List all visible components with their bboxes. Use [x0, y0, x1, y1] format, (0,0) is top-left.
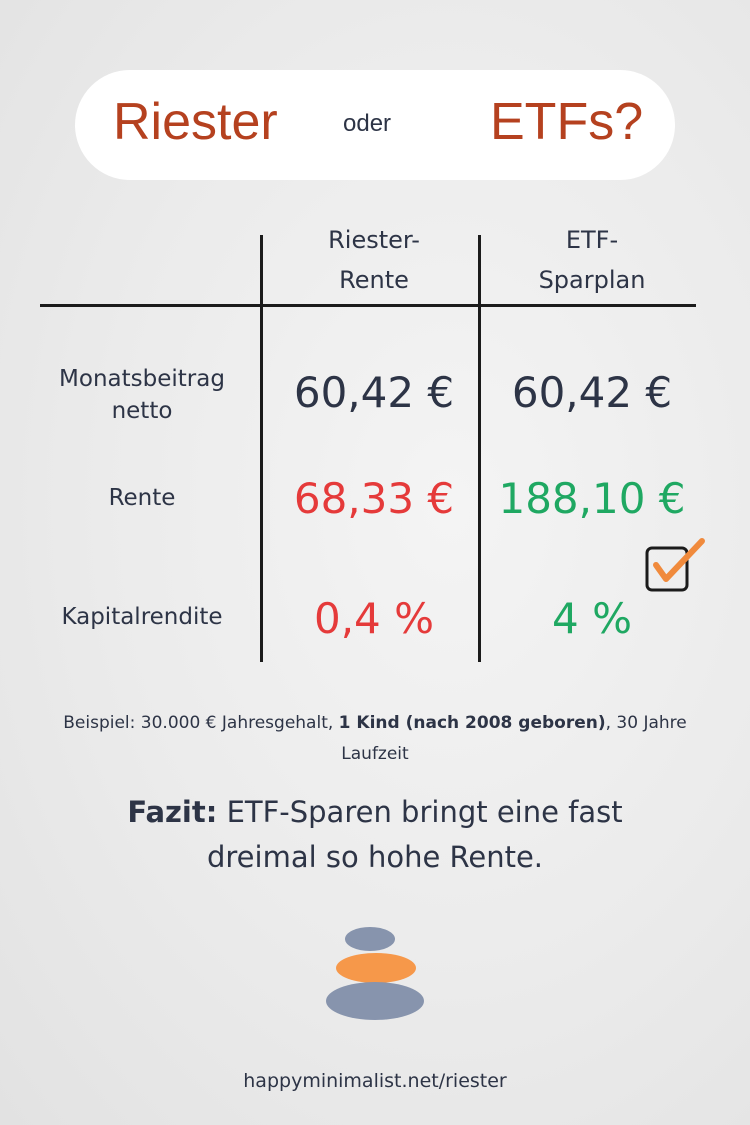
row-label: Monatsbeitrag netto — [30, 363, 254, 427]
conclusion-text: ETF-Sparen bringt eine fast dreimal so h… — [206, 795, 623, 874]
cell-value: 4 % — [552, 594, 632, 643]
source-url: happyminimalist.net/riester — [243, 1070, 507, 1092]
header-line: ETF- — [565, 226, 619, 254]
checkbox-icon — [645, 538, 705, 592]
label-line: Rente — [108, 485, 176, 511]
table-divider — [40, 304, 696, 307]
label-line: Kapitalrendite — [61, 604, 223, 630]
title-right: ETFs? — [490, 93, 644, 151]
row-label: Kapitalrendite — [30, 601, 254, 633]
conclusion: Fazit: ETF-Sparen bringt eine fast dreim… — [90, 790, 660, 880]
cell-value: 68,33 € — [293, 474, 455, 523]
conclusion-label: Fazit: — [127, 795, 218, 829]
title-left: Riester — [113, 93, 278, 151]
header-line: Sparplan — [538, 266, 646, 294]
table-divider — [260, 235, 263, 662]
column-header: Riester- Rente — [269, 220, 479, 300]
header-line: Rente — [339, 266, 409, 294]
note-bold: 1 Kind (nach 2008 geboren) — [338, 713, 606, 733]
column-header: ETF- Sparplan — [487, 220, 697, 300]
note-text: Beispiel: 30.000 € Jahresgehalt, — [63, 713, 334, 733]
title-pill — [75, 70, 675, 180]
cell-value: 188,10 € — [498, 474, 686, 523]
table-divider — [478, 235, 481, 662]
cell-value: 60,42 € — [293, 368, 455, 417]
example-note: Beispiel: 30.000 € Jahresgehalt, 1 Kind … — [40, 708, 710, 770]
label-line: netto — [111, 398, 173, 424]
row-label: Rente — [30, 482, 254, 514]
cell-value: 0,4 % — [313, 594, 435, 643]
title-middle: oder — [343, 110, 392, 137]
cell-value: 60,42 € — [511, 368, 673, 417]
note-text: , 30 Jahre Laufzeit — [341, 713, 687, 764]
header-line: Riester- — [328, 226, 420, 254]
label-line: Monatsbeitrag — [59, 366, 225, 392]
logo — [326, 927, 424, 1020]
